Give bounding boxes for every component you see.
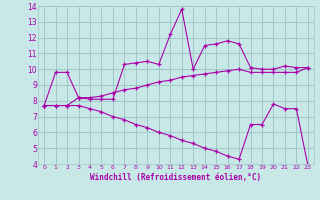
X-axis label: Windchill (Refroidissement éolien,°C): Windchill (Refroidissement éolien,°C) (91, 173, 261, 182)
